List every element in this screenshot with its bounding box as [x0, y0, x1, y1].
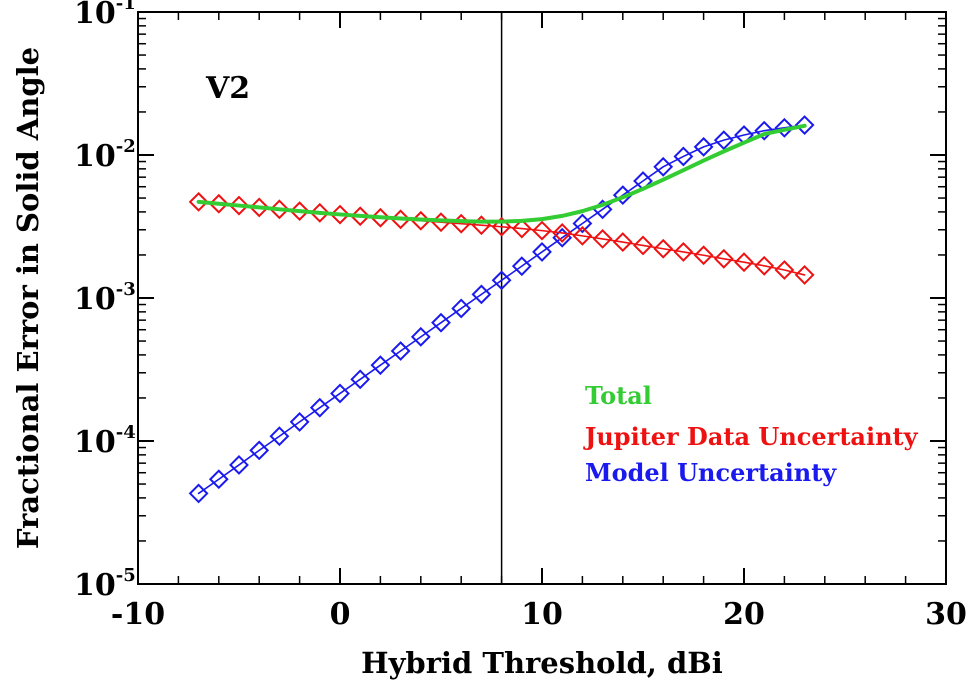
data-point-model-uncertainty — [673, 146, 694, 167]
data-point-jupiter-data-uncertainty — [249, 197, 270, 218]
data-point-model-uncertainty — [188, 483, 209, 504]
data-point-model-uncertainty — [653, 156, 674, 177]
series-line-total — [196, 123, 807, 224]
data-point-jupiter-data-uncertainty — [350, 206, 371, 227]
data-point-jupiter-data-uncertainty — [673, 242, 694, 262]
data-point-model-uncertainty — [208, 469, 229, 490]
y-axis-ticks: 10-5 10-4 10-3 10-2 10-1 — [74, 0, 946, 603]
legend-entry-total: Total — [585, 381, 652, 410]
data-point-jupiter-data-uncertainty — [653, 238, 674, 259]
data-point-jupiter-data-uncertainty — [734, 252, 754, 273]
data-point-jupiter-data-uncertainty — [794, 265, 815, 285]
data-point-jupiter-data-uncertainty — [511, 218, 532, 239]
x-tick-label: 0 — [330, 597, 351, 632]
x-tick-label: 10 — [521, 597, 563, 632]
series-total — [196, 123, 807, 224]
data-point-model-uncertainty — [794, 115, 815, 135]
data-point-model-uncertainty — [491, 270, 512, 291]
series-layer — [188, 115, 815, 504]
x-axis-ticks: -10 0 10 20 30 — [111, 12, 967, 632]
data-point-model-uncertainty — [511, 256, 532, 277]
series-line-model-uncertainty — [197, 124, 806, 495]
data-point-model-uncertainty — [713, 130, 734, 151]
data-point-model-uncertainty — [431, 312, 451, 333]
data-point-jupiter-data-uncertainty — [754, 255, 775, 276]
x-axis-title: Hybrid Threshold, dBi — [361, 646, 723, 680]
data-point-model-uncertainty — [693, 136, 714, 157]
data-point-model-uncertainty — [390, 341, 411, 361]
data-point-model-uncertainty — [370, 355, 391, 376]
data-point-jupiter-data-uncertainty — [309, 202, 330, 223]
data-point-jupiter-data-uncertainty — [612, 232, 633, 253]
y-tick-label: 10-5 — [74, 565, 136, 603]
x-tick-label: -10 — [111, 597, 165, 632]
x-tick-label: 30 — [925, 597, 967, 632]
data-point-jupiter-data-uncertainty — [289, 201, 310, 222]
y-axis-title: Fractional Error in Solid Angle — [11, 47, 45, 549]
data-point-model-uncertainty — [249, 440, 270, 461]
y-tick-label: 10-4 — [74, 422, 136, 460]
data-point-jupiter-data-uncertainty — [633, 235, 653, 256]
data-point-jupiter-data-uncertainty — [774, 260, 795, 280]
data-point-jupiter-data-uncertainty — [229, 195, 249, 216]
legend-entry-jupiter-data-uncertainty: Jupiter Data Uncertainty — [583, 422, 919, 451]
data-point-model-uncertainty — [269, 426, 290, 447]
data-point-model-uncertainty — [572, 213, 593, 234]
data-point-model-uncertainty — [410, 326, 431, 347]
data-point-model-uncertainty — [350, 369, 371, 390]
series-model-uncertainty — [188, 115, 815, 504]
data-point-jupiter-data-uncertainty — [572, 225, 593, 246]
data-point-jupiter-data-uncertainty — [693, 245, 714, 266]
data-point-model-uncertainty — [754, 120, 775, 141]
data-point-jupiter-data-uncertainty — [188, 191, 209, 212]
data-point-jupiter-data-uncertainty — [592, 228, 613, 249]
data-point-jupiter-data-uncertainty — [269, 199, 290, 220]
data-point-model-uncertainty — [532, 242, 552, 262]
data-point-model-uncertainty — [229, 455, 249, 475]
data-point-model-uncertainty — [774, 117, 795, 138]
data-point-jupiter-data-uncertainty — [552, 223, 573, 243]
data-point-model-uncertainty — [289, 411, 310, 432]
y-tick-label: 10-3 — [74, 279, 136, 317]
legend: Total Jupiter Data Uncertainty Model Unc… — [583, 381, 919, 487]
legend-entry-model-uncertainty: Model Uncertainty — [585, 458, 837, 487]
data-point-model-uncertainty — [471, 284, 492, 305]
plot-frame — [137, 11, 947, 585]
data-point-model-uncertainty — [309, 397, 330, 418]
data-point-jupiter-data-uncertainty — [713, 248, 734, 269]
y-tick-label: 10-1 — [74, 0, 136, 31]
data-point-model-uncertainty — [612, 185, 633, 206]
x-tick-label: 20 — [723, 597, 765, 632]
y-tick-label: 10-2 — [74, 136, 136, 174]
panel-label: V2 — [205, 71, 250, 106]
data-point-model-uncertainty — [330, 383, 350, 404]
series-jupiter-data-uncertainty — [188, 191, 815, 285]
data-point-jupiter-data-uncertainty — [532, 220, 552, 241]
data-point-jupiter-data-uncertainty — [330, 204, 350, 225]
data-point-jupiter-data-uncertainty — [491, 216, 512, 237]
data-point-model-uncertainty — [451, 298, 472, 319]
data-point-jupiter-data-uncertainty — [208, 193, 229, 214]
